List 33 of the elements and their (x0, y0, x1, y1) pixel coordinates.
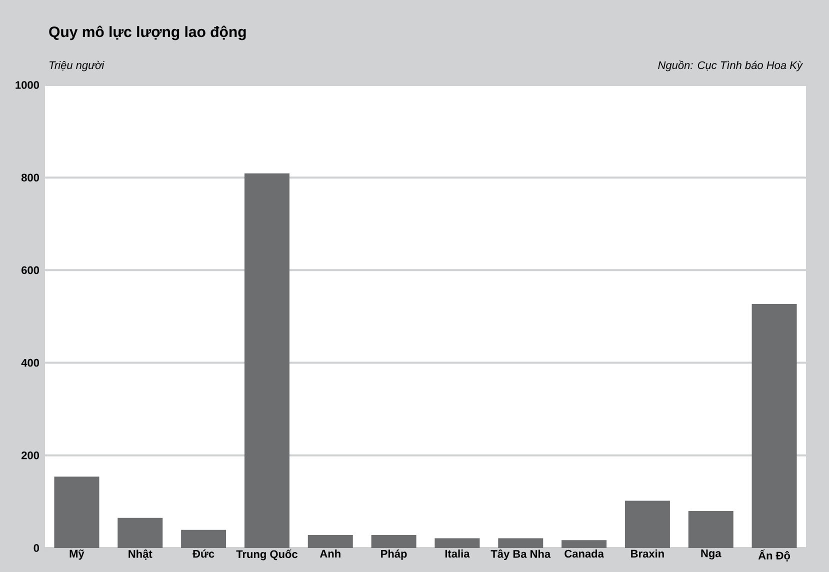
bar (54, 476, 100, 548)
x-tick-label: Canada (564, 550, 604, 558)
x-tick-label: Nhật (128, 550, 152, 560)
x-tick-label: Italia (445, 550, 470, 558)
y-tick-label: 400 (21, 358, 40, 367)
chart-title: Quy mô lực lượng lao động (49, 26, 246, 40)
bar (562, 540, 607, 548)
bar (181, 530, 226, 548)
x-tick-label: Đức (192, 550, 214, 558)
y-tick-label: 600 (22, 266, 40, 274)
bar (498, 538, 544, 548)
y-tick-label: 800 (21, 174, 40, 182)
bar (371, 535, 416, 548)
y-tick-label: 0 (34, 544, 40, 552)
bar (118, 518, 163, 548)
bar (688, 510, 734, 548)
x-tick-label: Anh (320, 550, 340, 558)
bar (752, 304, 797, 548)
y-axis-title: Triệu người (50, 60, 104, 72)
y-tick-label: 1000 (16, 81, 40, 89)
y-tick-label: 200 (22, 452, 40, 460)
x-tick-label: Nga (701, 550, 722, 560)
bar (624, 500, 670, 548)
x-tick-label: Braxin (631, 550, 664, 558)
x-tick-label: Ấn Độ (758, 550, 790, 562)
x-tick-label: Mỹ (70, 550, 84, 560)
x-tick-label: Tây Ba Nha (490, 550, 551, 560)
bar (244, 173, 290, 548)
x-tick-label: Trung Quốc (236, 550, 298, 560)
bar (308, 535, 353, 548)
x-tick-label: Pháp (381, 550, 407, 560)
text: Nguồn: Cục Tình báo Hoa Kỳ (658, 60, 803, 72)
bar (434, 538, 480, 548)
